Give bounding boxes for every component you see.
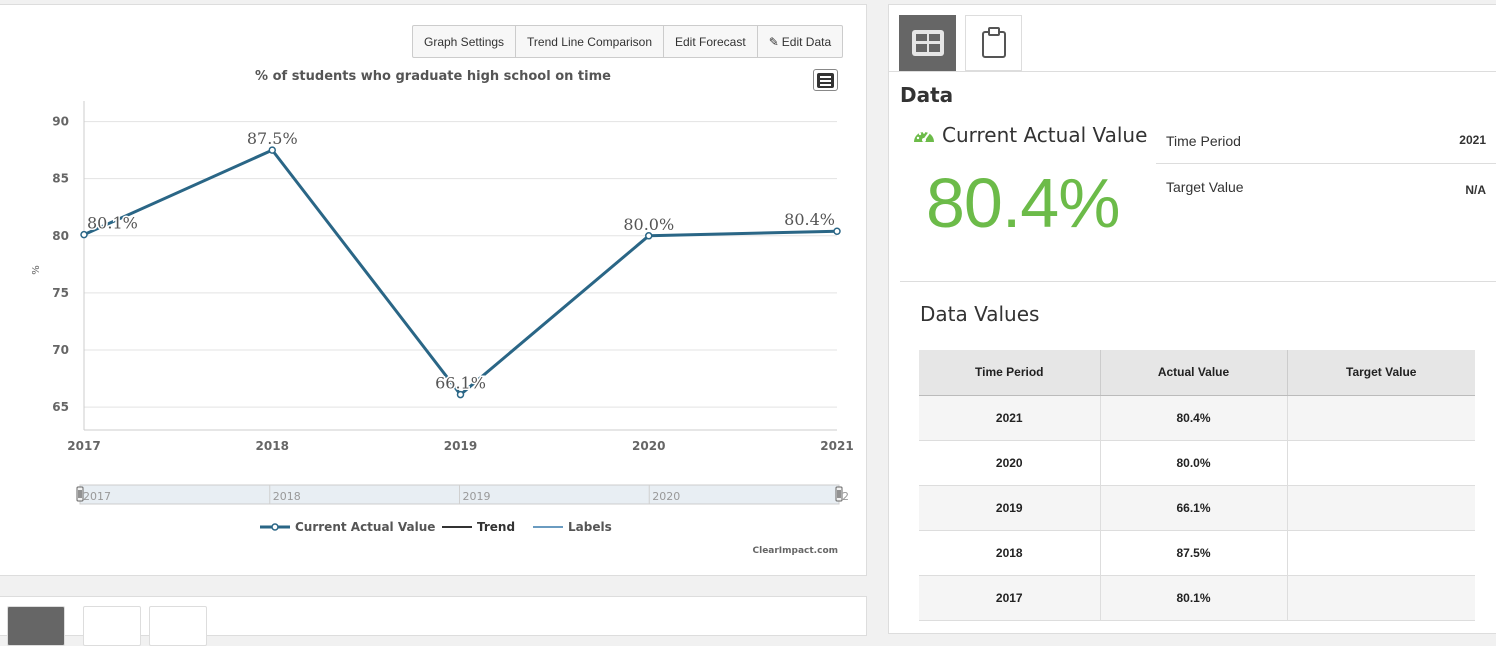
x-tick-label: 2020: [632, 439, 665, 453]
chart-title: % of students who graduate high school o…: [255, 69, 611, 84]
data-label: 80.4%: [784, 210, 835, 229]
navigator-tick-label: 2: [842, 490, 849, 503]
chart-panel: Graph Settings Trend Line Comparison Edi…: [0, 4, 867, 576]
navigator-handle: [835, 486, 843, 502]
cell-target-value: [1287, 440, 1475, 486]
data-label: 66.1%: [435, 374, 486, 393]
trend-line-comparison-button[interactable]: Trend Line Comparison: [516, 26, 664, 57]
data-point: [268, 146, 276, 154]
bottom-tabs-panel: [0, 596, 867, 646]
target-value-value: N/A: [1465, 183, 1486, 197]
tab-notes[interactable]: [965, 15, 1022, 71]
edit-forecast-button[interactable]: Edit Forecast: [664, 26, 758, 57]
data-point: [80, 230, 88, 239]
table-row: 2020 80.0%: [919, 440, 1475, 486]
data-panel: Data Current Actual Value 80.4% Time Per…: [888, 4, 1496, 634]
tab-data[interactable]: [899, 15, 956, 71]
current-actual-value-label: Current Actual Value: [912, 123, 1147, 147]
clipboard-icon: [981, 27, 1006, 58]
current-actual-value: 80.4%: [926, 164, 1120, 242]
section-divider: [900, 281, 1496, 282]
y-axis-title: %: [31, 265, 42, 275]
y-tick-label: 65: [52, 400, 69, 414]
chart-menu-button[interactable]: [813, 69, 838, 91]
y-tick-label: 70: [52, 343, 69, 357]
graph-settings-button[interactable]: Graph Settings: [413, 26, 517, 57]
cell-actual-value: 87.5%: [1100, 530, 1288, 576]
x-tick-label: 2019: [444, 439, 477, 453]
kv-divider: [1156, 163, 1496, 164]
table-row: 2019 66.1%: [919, 485, 1475, 531]
navigator-tick-label: 2018: [273, 490, 301, 503]
cell-actual-value: 66.1%: [1100, 485, 1288, 531]
data-label: 87.5%: [247, 129, 298, 148]
cell-actual-value: 80.1%: [1100, 575, 1288, 621]
target-value-label: Target Value: [1166, 179, 1244, 195]
navigator-handle: [76, 486, 84, 502]
data-point: [833, 227, 841, 235]
data-values-heading: Data Values: [920, 302, 1040, 326]
hamburger-icon: [817, 72, 834, 88]
data-heading: Data: [900, 83, 954, 107]
line-chart: 65 70 75 80 85 90% 2017 2018 2019 2020 2021 80.1% 87…: [31, 101, 854, 556]
bottom-tab-dashboard[interactable]: [7, 606, 65, 646]
pencil-icon: ✎: [768, 34, 779, 49]
data-point: [645, 232, 653, 240]
data-values-table: Time Period Actual Value Target Value 20…: [919, 350, 1475, 621]
data-point: [456, 390, 465, 399]
table-row: 2018 87.5%: [919, 530, 1475, 576]
y-tick-label: 85: [52, 172, 69, 186]
x-tick-label: 2017: [67, 439, 100, 453]
table-row: 2017 80.1%: [919, 575, 1475, 621]
cell-time-period: 2019: [919, 485, 1101, 531]
series-line: [83, 148, 838, 397]
table-header-row: Time Period Actual Value Target Value: [919, 350, 1475, 396]
time-period-label: Time Period: [1166, 133, 1241, 149]
navigator-tick-label: 2019: [463, 490, 491, 503]
legend-label: Current Actual Value: [295, 520, 435, 534]
chart-toolbar: Graph Settings Trend Line Comparison Edi…: [412, 25, 844, 58]
legend-label: Trend: [477, 520, 515, 534]
col-target-value[interactable]: Target Value: [1287, 350, 1475, 396]
cell-target-value: [1287, 575, 1475, 621]
tab-divider: [889, 71, 1496, 72]
x-tick-label: 2018: [256, 439, 289, 453]
cell-actual-value: 80.4%: [1100, 395, 1288, 441]
navigator-tick-label: 2017: [83, 490, 111, 503]
data-label: 80.0%: [623, 215, 674, 234]
y-tick-label: 90: [52, 115, 69, 129]
edit-data-button[interactable]: ✎ Edit Data: [758, 26, 842, 57]
x-tick-label: 2021: [820, 439, 853, 453]
cell-target-value: [1287, 485, 1475, 531]
y-tick-label: 80: [52, 229, 69, 243]
cell-time-period: 2021: [919, 395, 1101, 441]
data-label: 80.1%: [87, 214, 138, 233]
navigator-tick-label: 2020: [652, 490, 680, 503]
cell-time-period: 2018: [919, 530, 1101, 576]
col-actual-value[interactable]: Actual Value: [1100, 350, 1288, 396]
bottom-tab-attachments[interactable]: [149, 606, 207, 646]
time-period-value: 2021: [1459, 133, 1486, 147]
cell-target-value: [1287, 395, 1475, 441]
legend-label: Labels: [568, 520, 612, 534]
y-tick-label: 75: [52, 286, 69, 300]
table-row: 2021 80.4%: [919, 395, 1475, 441]
cav-label-text: Current Actual Value: [942, 123, 1148, 147]
cell-actual-value: 80.0%: [1100, 440, 1288, 486]
col-time-period[interactable]: Time Period: [919, 350, 1101, 396]
gauge-icon: [914, 131, 934, 142]
chart-credits: ClearImpact.com: [753, 546, 839, 556]
table-icon: [911, 30, 944, 56]
bottom-tab-comments[interactable]: [83, 606, 141, 646]
cell-time-period: 2020: [919, 440, 1101, 486]
legend-marker: [271, 523, 279, 531]
cell-target-value: [1287, 530, 1475, 576]
edit-data-label: Edit Data: [781, 34, 832, 49]
cell-time-period: 2017: [919, 575, 1101, 621]
